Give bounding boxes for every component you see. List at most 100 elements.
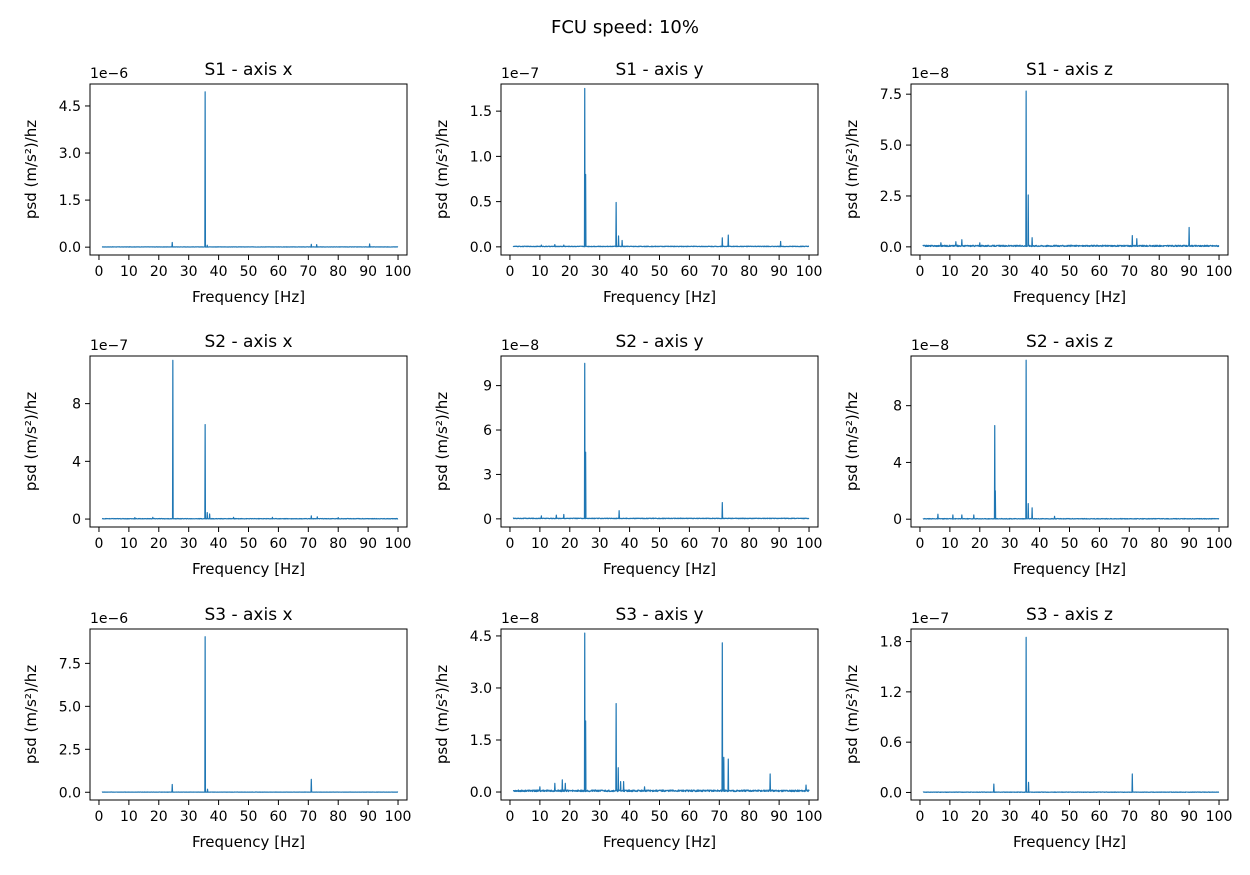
x-tick-label: 90 [359,536,377,552]
x-tick-label: 10 [531,264,549,280]
subplot-2: 0 10 20 30 40 50 60 70 80 90 100 0.0 0.5 1.0 1.5 S1 - a… [433,60,822,306]
x-tick-label: 100 [385,809,412,825]
y-tick-label: 1.8 [880,635,902,651]
axes-frame [910,83,1229,256]
x-tick-label: 60 [269,536,287,552]
x-tick-label: 70 [1120,264,1138,280]
x-tick-label: 60 [680,536,698,552]
x-tick-label: 100 [1206,536,1233,552]
x-axis-label: Frequency [Hz] [603,288,716,306]
y-tick-label: 0.0 [59,785,81,801]
x-tick-label: 70 [299,809,317,825]
x-tick-label: 60 [269,809,287,825]
subplot-title: S1 - axis x [204,60,292,80]
x-tick-label: 0 [916,809,925,825]
series-line [922,90,1220,248]
y-tick-label: 1.0 [470,149,492,165]
x-tick-label: 20 [561,809,579,825]
x-tick-label: 50 [1061,264,1079,280]
x-tick-label: 50 [1061,809,1079,825]
x-tick-label: 30 [1001,264,1019,280]
x-tick-label: 70 [1120,536,1138,552]
subplot-title: S3 - axis z [1026,605,1113,625]
x-tick-label: 40 [621,264,639,280]
y-tick-label: 0.0 [470,785,492,801]
series-line [512,362,810,520]
x-tick-label: 70 [710,264,728,280]
subplot-5: 0 10 20 30 40 50 60 70 80 90 100 0 3 6 9 S2 - axis y 1e−… [433,332,822,578]
x-tick-label: 70 [299,536,317,552]
y-tick-label: 3 [483,467,492,483]
x-tick-label: 30 [180,264,198,280]
axes-frame [89,355,408,528]
y-axis-label: psd (m/s²)/hz [433,665,451,764]
subplot-3: 0 10 20 30 40 50 60 70 80 90 100 0.0 2.5 5.0 7.5 S1 - a… [843,60,1232,306]
subplot-title: S2 - axis z [1026,332,1113,352]
x-tick-label: 80 [740,536,758,552]
x-axis-label: Frequency [Hz] [1013,560,1126,578]
x-tick-label: 30 [180,809,198,825]
y-tick-label: 0 [72,512,81,528]
y-axis-label: psd (m/s²)/hz [22,665,40,764]
x-tick-label: 80 [1150,809,1168,825]
y-tick-label: 0.0 [470,240,492,256]
x-tick-label: 90 [359,264,377,280]
x-tick-label: 40 [210,264,228,280]
y-axis-label: psd (m/s²)/hz [433,120,451,219]
y-tick-label: 0 [483,512,492,528]
y-axis-label: psd (m/s²)/hz [433,392,451,491]
x-tick-label: 40 [1031,536,1049,552]
x-tick-label: 80 [329,809,347,825]
x-tick-label: 50 [240,536,258,552]
subplot-6: 0 10 20 30 40 50 60 70 80 90 100 0 4 8 S2 - axis z 1e−8… [843,332,1232,578]
y-tick-label: 0.0 [880,240,902,256]
y-offset-multiplier: 1e−7 [90,338,128,354]
x-axis-label: Frequency [Hz] [603,560,716,578]
x-tick-label: 0 [95,536,104,552]
y-offset-multiplier: 1e−8 [911,66,949,82]
x-axis-label: Frequency [Hz] [192,833,305,851]
x-tick-label: 30 [1001,536,1019,552]
x-tick-label: 60 [680,809,698,825]
y-offset-multiplier: 1e−8 [501,338,539,354]
x-tick-label: 20 [971,536,989,552]
axes-frame [910,628,1229,801]
x-tick-label: 10 [120,536,138,552]
x-tick-label: 100 [385,536,412,552]
x-tick-label: 10 [941,264,959,280]
x-tick-label: 40 [210,809,228,825]
y-tick-label: 1.2 [880,685,902,701]
x-tick-label: 90 [770,809,788,825]
x-tick-label: 20 [150,809,168,825]
x-tick-label: 30 [180,536,198,552]
y-tick-label: 6 [483,423,492,439]
x-tick-label: 10 [531,809,549,825]
x-tick-label: 70 [710,536,728,552]
series-line [512,87,810,248]
y-axis-label: psd (m/s²)/hz [843,392,861,491]
y-offset-multiplier: 1e−6 [90,611,128,627]
x-tick-label: 50 [651,264,669,280]
y-offset-multiplier: 1e−7 [911,611,949,627]
y-tick-label: 1.5 [470,733,492,749]
x-tick-label: 0 [916,264,925,280]
series-line [101,359,399,520]
x-tick-label: 100 [796,809,823,825]
x-tick-label: 10 [120,264,138,280]
x-tick-label: 50 [651,536,669,552]
x-tick-label: 70 [1120,809,1138,825]
y-tick-label: 0.0 [880,785,902,801]
y-tick-label: 9 [483,379,492,395]
y-tick-label: 7.5 [59,656,81,672]
y-tick-label: 7.5 [880,87,902,103]
x-tick-label: 80 [329,536,347,552]
x-tick-label: 20 [561,536,579,552]
x-tick-label: 20 [971,264,989,280]
x-tick-label: 30 [591,264,609,280]
x-tick-label: 60 [1090,809,1108,825]
x-axis-label: Frequency [Hz] [603,833,716,851]
x-tick-label: 90 [359,809,377,825]
y-offset-multiplier: 1e−8 [911,338,949,354]
y-tick-label: 0.5 [470,195,492,211]
